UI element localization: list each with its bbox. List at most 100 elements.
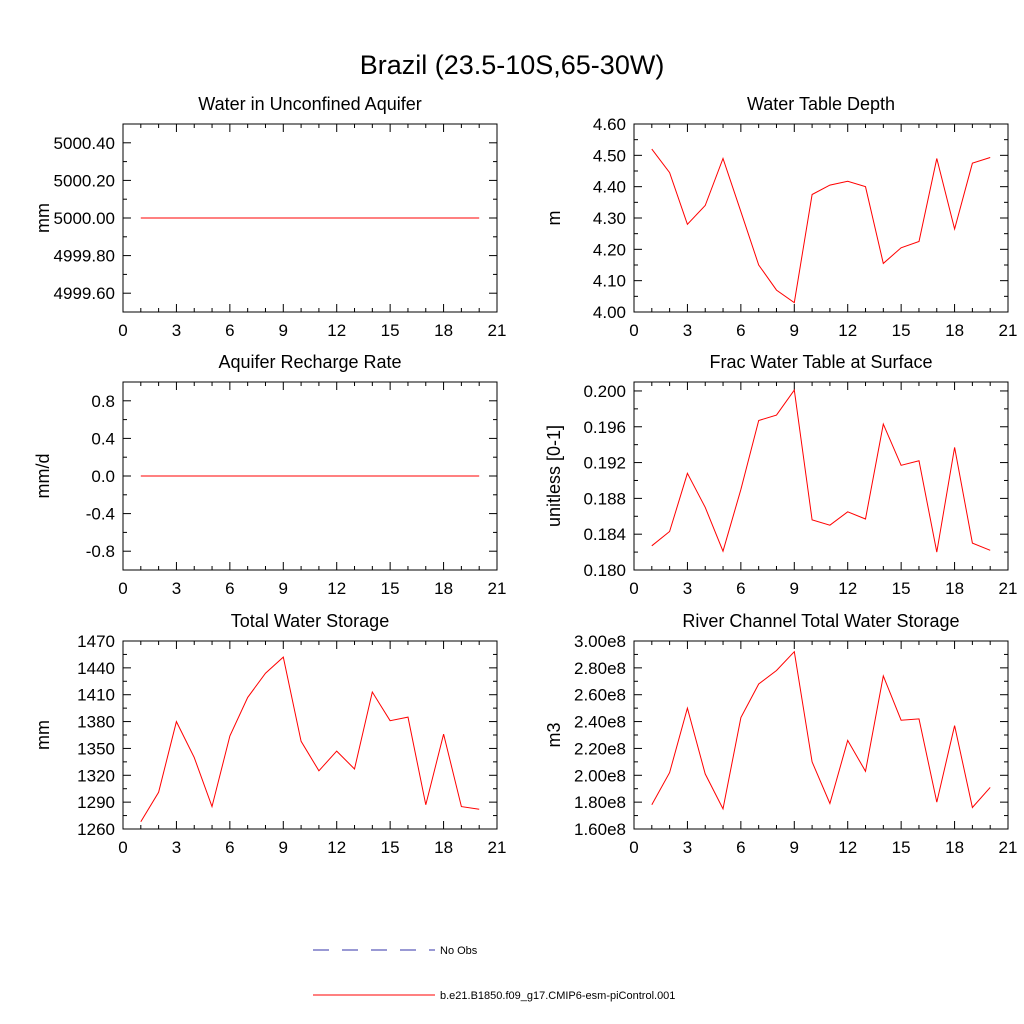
x-tick-label: 0 <box>118 579 127 598</box>
x-tick-label: 15 <box>892 579 911 598</box>
x-tick-label: 21 <box>488 838 507 857</box>
x-tick-label: 0 <box>118 838 127 857</box>
x-tick-label: 6 <box>736 321 745 340</box>
panel-title: River Channel Total Water Storage <box>682 611 959 631</box>
legend-label-no-obs: No Obs <box>440 945 478 957</box>
x-tick-label: 21 <box>999 838 1018 857</box>
panel-1: Water in Unconfined Aquifer mm 0 3 6 9 12 15 18 2… <box>33 94 506 340</box>
y-tick-label: 0.184 <box>583 525 626 544</box>
x-tick-label: 12 <box>327 838 346 857</box>
x-tick-label: 15 <box>892 838 911 857</box>
y-tick-label: 4.50 <box>593 146 626 165</box>
plot-frame <box>122 640 498 830</box>
x-tick-label: 18 <box>945 321 964 340</box>
y-tick-label: 2.80e8 <box>574 659 626 678</box>
x-tick-label: 21 <box>999 579 1018 598</box>
legend: No Obs b.e21.B1850.f09_g17.CMIP6-esm-piC… <box>313 945 675 1002</box>
y-tick-label: 5000.00 <box>54 209 115 228</box>
series-line <box>140 656 480 823</box>
legend-label-model: b.e21.B1850.f09_g17.CMIP6-esm-piControl.… <box>440 990 675 1002</box>
y-axis-label: mm <box>33 720 53 750</box>
y-axis-label: mm <box>33 203 53 233</box>
y-tick-label: 4.60 <box>593 115 626 134</box>
y-tick-label: 4.40 <box>593 178 626 197</box>
y-tick-label: 0.192 <box>583 454 626 473</box>
y-tick-label: 4.10 <box>593 272 626 291</box>
panel-2: Water Table Depth m 0 3 6 9 12 15 18 21 4.00 4.10 4.… <box>544 94 1017 340</box>
y-tick-label: 4999.60 <box>54 284 115 303</box>
y-tick-label: 1470 <box>77 632 115 651</box>
x-tick-label: 15 <box>892 321 911 340</box>
x-tick-label: 12 <box>838 579 857 598</box>
y-tick-label: 1440 <box>77 659 115 678</box>
x-tick-label: 9 <box>790 321 799 340</box>
x-tick-label: 0 <box>629 838 638 857</box>
x-tick-label: 9 <box>790 579 799 598</box>
x-tick-label: 3 <box>683 838 692 857</box>
y-tick-label: 4.00 <box>593 303 626 322</box>
y-tick-label: 1350 <box>77 739 115 758</box>
x-tick-label: 9 <box>279 838 288 857</box>
x-tick-label: 18 <box>434 321 453 340</box>
y-tick-label: 0.196 <box>583 418 626 437</box>
y-axis-label: m3 <box>544 722 564 747</box>
y-tick-label: 4999.80 <box>54 247 115 266</box>
figure-title: Brazil (23.5-10S,65-30W) <box>360 50 665 80</box>
y-tick-label: 4.20 <box>593 240 626 259</box>
panel-title: Total Water Storage <box>231 611 389 631</box>
x-tick-label: 0 <box>629 321 638 340</box>
x-tick-label: 0 <box>118 321 127 340</box>
x-tick-label: 12 <box>327 579 346 598</box>
y-axis-label: mm/d <box>33 454 53 499</box>
series-line <box>651 650 991 811</box>
x-tick-label: 15 <box>381 838 400 857</box>
x-tick-label: 6 <box>736 579 745 598</box>
x-tick-label: 21 <box>488 321 507 340</box>
x-tick-label: 18 <box>434 838 453 857</box>
y-tick-label: -0.8 <box>86 542 115 561</box>
x-tick-label: 0 <box>629 579 638 598</box>
x-tick-label: 12 <box>327 321 346 340</box>
y-tick-label: 2.20e8 <box>574 739 626 758</box>
x-tick-label: 18 <box>945 838 964 857</box>
panel-5: Total Water Storage mm 0 3 6 9 12 15 18 21 1260 129… <box>33 611 506 857</box>
panels: Water in Unconfined Aquifer mm 0 3 6 9 12 15 18 2… <box>33 94 1017 857</box>
x-tick-label: 3 <box>683 579 692 598</box>
x-tick-label: 6 <box>225 321 234 340</box>
x-tick-label: 21 <box>999 321 1018 340</box>
panel-3: Aquifer Recharge Rate mm/d 0 3 6 9 12 15 18 21 -0.… <box>33 352 506 598</box>
panel-title: Water in Unconfined Aquifer <box>198 94 421 114</box>
y-tick-label: 3.00e8 <box>574 632 626 651</box>
y-axis-label: m <box>544 211 564 226</box>
y-tick-label: 4.30 <box>593 209 626 228</box>
x-tick-label: 3 <box>172 579 181 598</box>
y-tick-label: 1.60e8 <box>574 820 626 839</box>
x-tick-label: 18 <box>945 579 964 598</box>
x-tick-label: 6 <box>225 838 234 857</box>
x-tick-label: 12 <box>838 321 857 340</box>
y-tick-label: 1290 <box>77 793 115 812</box>
x-tick-label: 15 <box>381 321 400 340</box>
panel-title: Water Table Depth <box>747 94 895 114</box>
y-tick-label: 2.00e8 <box>574 766 626 785</box>
y-tick-label: 0.180 <box>583 561 626 580</box>
x-tick-label: 18 <box>434 579 453 598</box>
panel-6: River Channel Total Water Storage m3 0 3 6 9 1… <box>544 611 1017 857</box>
y-tick-label: 1410 <box>77 686 115 705</box>
x-tick-label: 15 <box>381 579 400 598</box>
series-line <box>651 388 991 553</box>
x-tick-label: 21 <box>488 579 507 598</box>
x-tick-label: 9 <box>790 838 799 857</box>
y-tick-label: 0.188 <box>583 489 626 508</box>
y-tick-label: 0.8 <box>91 392 115 411</box>
y-tick-label: 1380 <box>77 713 115 732</box>
y-tick-label: 1260 <box>77 820 115 839</box>
x-tick-label: 3 <box>683 321 692 340</box>
series-line <box>651 148 991 304</box>
x-tick-label: 3 <box>172 838 181 857</box>
y-axis-label: unitless [0-1] <box>544 425 564 527</box>
y-tick-label: 5000.40 <box>54 134 115 153</box>
y-tick-label: 0.4 <box>91 429 115 448</box>
panel-title: Aquifer Recharge Rate <box>218 352 401 372</box>
